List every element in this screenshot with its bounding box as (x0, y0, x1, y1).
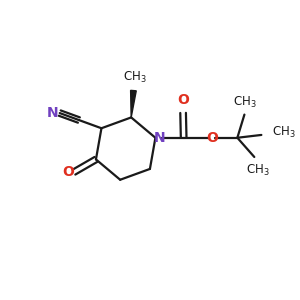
Text: CH$_3$: CH$_3$ (233, 94, 257, 110)
Polygon shape (130, 90, 136, 117)
Text: CH$_3$: CH$_3$ (123, 70, 146, 86)
Text: CH$_3$: CH$_3$ (272, 125, 296, 140)
Text: CH$_3$: CH$_3$ (246, 163, 269, 178)
Text: N: N (154, 131, 166, 145)
Text: O: O (62, 165, 74, 179)
Text: N: N (46, 106, 58, 120)
Text: O: O (206, 131, 218, 145)
Text: O: O (177, 93, 189, 107)
